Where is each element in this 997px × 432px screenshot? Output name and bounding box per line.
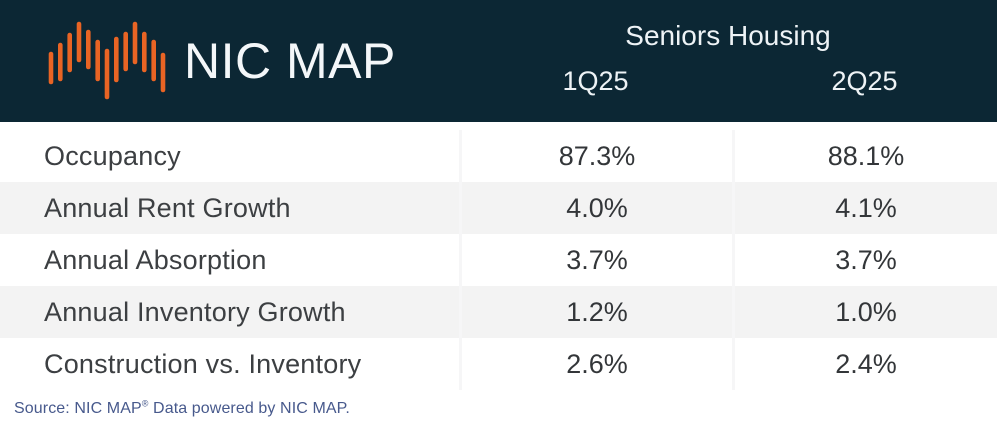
registered-trademark-mark: ® bbox=[141, 398, 149, 409]
table-row-occupancy: Occupancy 87.3% 88.1% bbox=[0, 130, 997, 182]
source-text-prefix: Source: NIC MAP bbox=[14, 400, 142, 417]
row-label: Annual Inventory Growth bbox=[44, 296, 346, 327]
row-value-2q25: 4.1% bbox=[732, 182, 997, 234]
row-value-1q25: 3.7% bbox=[459, 234, 732, 286]
table-row-annual-inventory-growth: Annual Inventory Growth 1.2% 1.0% bbox=[0, 286, 997, 338]
column-header-1q25: 1Q25 bbox=[562, 66, 629, 96]
table-group-title: Seniors Housing bbox=[625, 20, 831, 51]
row-value-1q25: 87.3% bbox=[459, 130, 732, 182]
row-value-2q25: 1.0% bbox=[732, 286, 997, 338]
table-row-annual-rent-growth: Annual Rent Growth 4.0% 4.1% bbox=[0, 182, 997, 234]
row-label: Annual Absorption bbox=[44, 244, 267, 275]
row-value-2q25: 3.7% bbox=[732, 234, 997, 286]
row-value-1q25: 4.0% bbox=[459, 182, 732, 234]
nic-map-logo: NIC MAP bbox=[48, 0, 396, 122]
header-bar: NIC MAP Seniors Housing 1Q25 2Q25 bbox=[0, 0, 997, 122]
column-headers: 1Q25 2Q25 bbox=[459, 66, 997, 97]
table-row-construction-vs-inventory: Construction vs. Inventory 2.6% 2.4% bbox=[0, 338, 997, 390]
row-label: Construction vs. Inventory bbox=[44, 348, 362, 379]
row-value-2q25: 2.4% bbox=[732, 338, 997, 390]
source-attribution: Source: NIC MAP® Data powered by NIC MAP… bbox=[0, 398, 997, 418]
column-header-2q25: 2Q25 bbox=[831, 66, 898, 96]
metrics-table: Occupancy 87.3% 88.1% Annual Rent Growth… bbox=[0, 130, 997, 390]
waveform-bars-icon bbox=[48, 21, 170, 101]
row-value-1q25: 2.6% bbox=[459, 338, 732, 390]
row-label: Occupancy bbox=[44, 140, 181, 171]
row-value-1q25: 1.2% bbox=[459, 286, 732, 338]
logo-wordmark: NIC MAP bbox=[184, 33, 396, 89]
table-row-annual-absorption: Annual Absorption 3.7% 3.7% bbox=[0, 234, 997, 286]
row-label: Annual Rent Growth bbox=[44, 192, 291, 223]
row-value-2q25: 88.1% bbox=[732, 130, 997, 182]
source-text-suffix: Data powered by NIC MAP. bbox=[148, 400, 350, 417]
